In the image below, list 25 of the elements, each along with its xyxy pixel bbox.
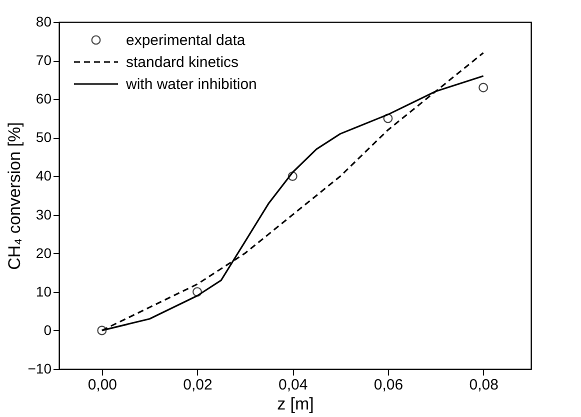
legend-label: standard kinetics	[126, 54, 239, 71]
y-tick-label: 40	[36, 168, 52, 184]
point	[383, 114, 393, 124]
y-tick-label: 70	[36, 52, 52, 68]
x-tick-label: 0,02	[183, 376, 212, 394]
y-tick-label: −10	[28, 360, 52, 376]
y-tick-label: 80	[36, 14, 52, 30]
x-tick-label: 0,04	[278, 376, 308, 394]
y-tick-label: 20	[36, 244, 52, 261]
x-tick-label: 0,08	[469, 376, 498, 394]
y-tick-label: 0	[44, 322, 52, 338]
legend-label: experimental data	[126, 32, 246, 49]
y-axis-title: CH₄ conversion [%]	[4, 122, 24, 270]
point	[288, 171, 298, 181]
x-axis-title: z [m]	[277, 394, 314, 414]
x-tick-label: 0,00	[88, 376, 118, 394]
point	[478, 82, 488, 92]
x-tick-label: 0,06	[374, 376, 404, 394]
point	[97, 326, 107, 336]
y-tick-label: 60	[36, 90, 52, 107]
y-tick-label: 30	[36, 206, 52, 222]
point	[192, 287, 202, 297]
y-tick-label: 10	[36, 283, 52, 300]
y-tick-label: 50	[36, 129, 52, 146]
legend-label: with water inhibition	[125, 76, 257, 93]
